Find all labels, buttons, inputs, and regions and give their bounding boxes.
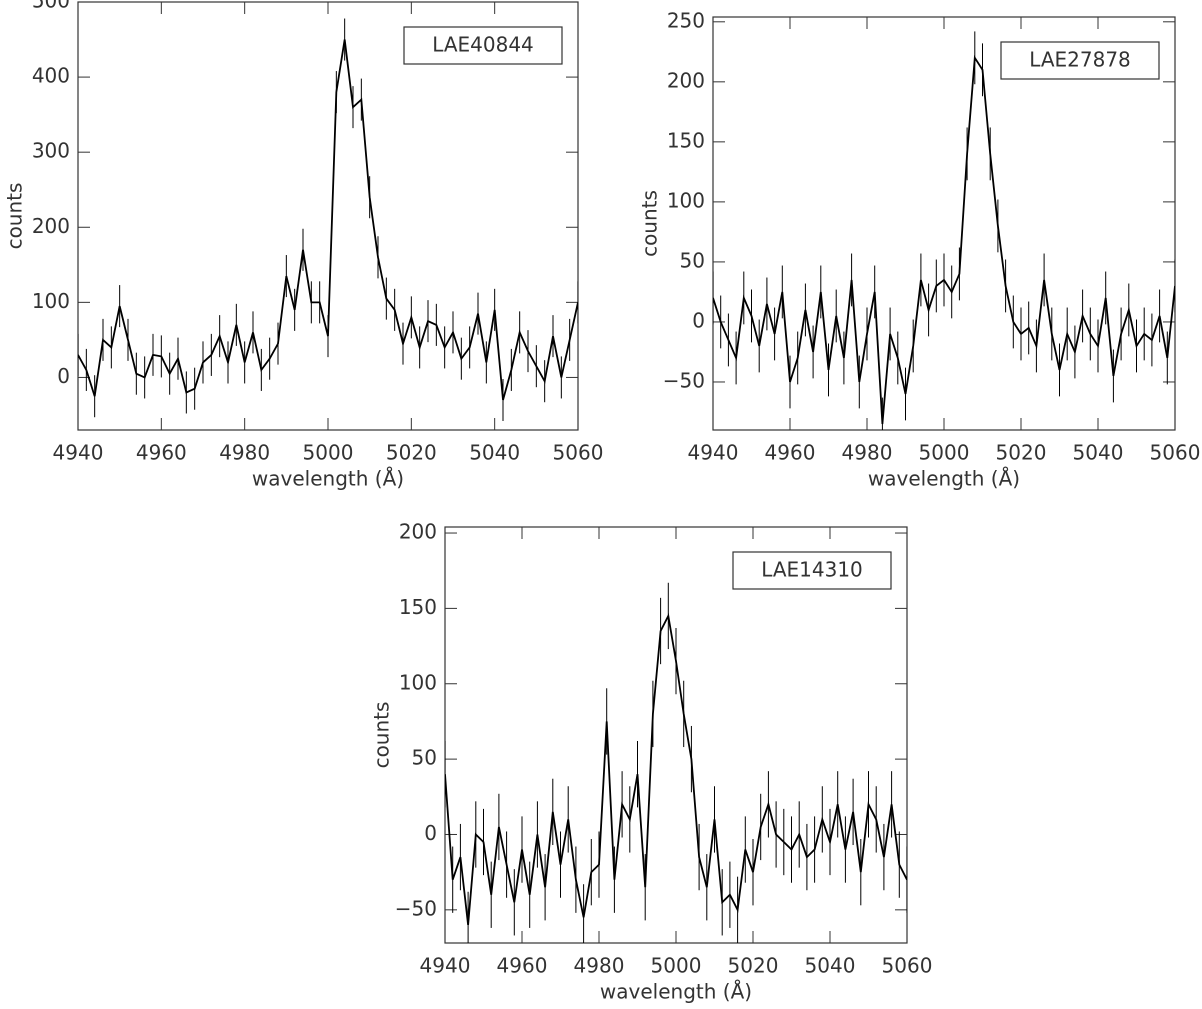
x-axis-label: wavelength (Å) bbox=[600, 980, 752, 1004]
y-tick-label: 250 bbox=[667, 8, 705, 32]
y-axis-label: counts bbox=[370, 702, 394, 769]
y-tick-label: 100 bbox=[399, 670, 437, 694]
x-tick-label: 5040 bbox=[469, 441, 520, 465]
x-tick-label: 4980 bbox=[842, 441, 893, 465]
x-axis-label: wavelength (Å) bbox=[868, 467, 1020, 491]
legend-label: LAE14310 bbox=[761, 558, 863, 582]
y-tick-label: 100 bbox=[32, 289, 70, 313]
legend-box bbox=[403, 26, 563, 65]
y-tick-label: 0 bbox=[424, 821, 437, 845]
x-tick-label: 4940 bbox=[688, 441, 739, 465]
x-tick-label: 5020 bbox=[996, 441, 1047, 465]
x-tick-label: 4960 bbox=[136, 441, 187, 465]
x-axis-label: wavelength (Å) bbox=[252, 467, 404, 491]
y-tick-label: −50 bbox=[663, 368, 705, 392]
x-tick-label: 4960 bbox=[765, 441, 816, 465]
y-tick-label: 150 bbox=[399, 595, 437, 619]
y-tick-label: 200 bbox=[399, 520, 437, 544]
legend-label: LAE40844 bbox=[432, 33, 534, 57]
y-tick-label: 0 bbox=[692, 308, 705, 332]
data-area bbox=[713, 31, 1175, 430]
x-tick-label: 4940 bbox=[53, 441, 104, 465]
panel: 4940 4960 4980 5000 5020 5040 5060 −50 0 50 100 150… bbox=[370, 520, 933, 1004]
y-tick-label: −50 bbox=[395, 896, 437, 920]
y-tick-label: 400 bbox=[32, 64, 70, 88]
y-tick-label: 150 bbox=[667, 128, 705, 152]
x-tick-label: 5060 bbox=[553, 441, 604, 465]
y-tick-label: 200 bbox=[32, 214, 70, 238]
x-tick-label: 4940 bbox=[420, 954, 471, 978]
x-tick-label: 5040 bbox=[805, 954, 856, 978]
x-tick-label: 5000 bbox=[651, 954, 702, 978]
x-tick-label: 5060 bbox=[1150, 441, 1201, 465]
y-axis-label: counts bbox=[638, 190, 662, 257]
x-tick-label: 4980 bbox=[574, 954, 625, 978]
y-axis-label: counts bbox=[3, 183, 27, 250]
spectrum-line bbox=[78, 39, 578, 401]
y-tick-label: 300 bbox=[32, 139, 70, 163]
y-tick-label: 200 bbox=[667, 68, 705, 92]
data-area bbox=[445, 582, 907, 943]
x-tick-label: 5020 bbox=[386, 441, 437, 465]
spectrum-line bbox=[445, 613, 907, 926]
x-tick-label: 4960 bbox=[497, 954, 548, 978]
x-tick-label: 5000 bbox=[919, 441, 970, 465]
x-tick-label: 5000 bbox=[303, 441, 354, 465]
y-tick-label: 50 bbox=[412, 746, 437, 770]
legend-box bbox=[732, 551, 892, 590]
x-tick-label: 5040 bbox=[1073, 441, 1124, 465]
y-tick-label: 500 bbox=[32, 0, 70, 13]
x-tick-label: 5020 bbox=[728, 954, 779, 978]
panel: 4940 4960 4980 5000 5020 5040 5060 0 100 200 300 40… bbox=[3, 0, 604, 491]
panel: 4940 4960 4980 5000 5020 5040 5060 −50 0 50 100 150… bbox=[638, 8, 1201, 490]
data-area bbox=[78, 18, 578, 421]
x-tick-label: 4980 bbox=[219, 441, 270, 465]
legend-box bbox=[1000, 41, 1160, 80]
y-tick-label: 50 bbox=[680, 248, 705, 272]
y-tick-label: 0 bbox=[57, 364, 70, 388]
spectrum-line bbox=[713, 55, 1175, 425]
x-tick-label: 5060 bbox=[882, 954, 933, 978]
y-tick-label: 100 bbox=[667, 188, 705, 212]
legend-label: LAE27878 bbox=[1029, 48, 1131, 72]
